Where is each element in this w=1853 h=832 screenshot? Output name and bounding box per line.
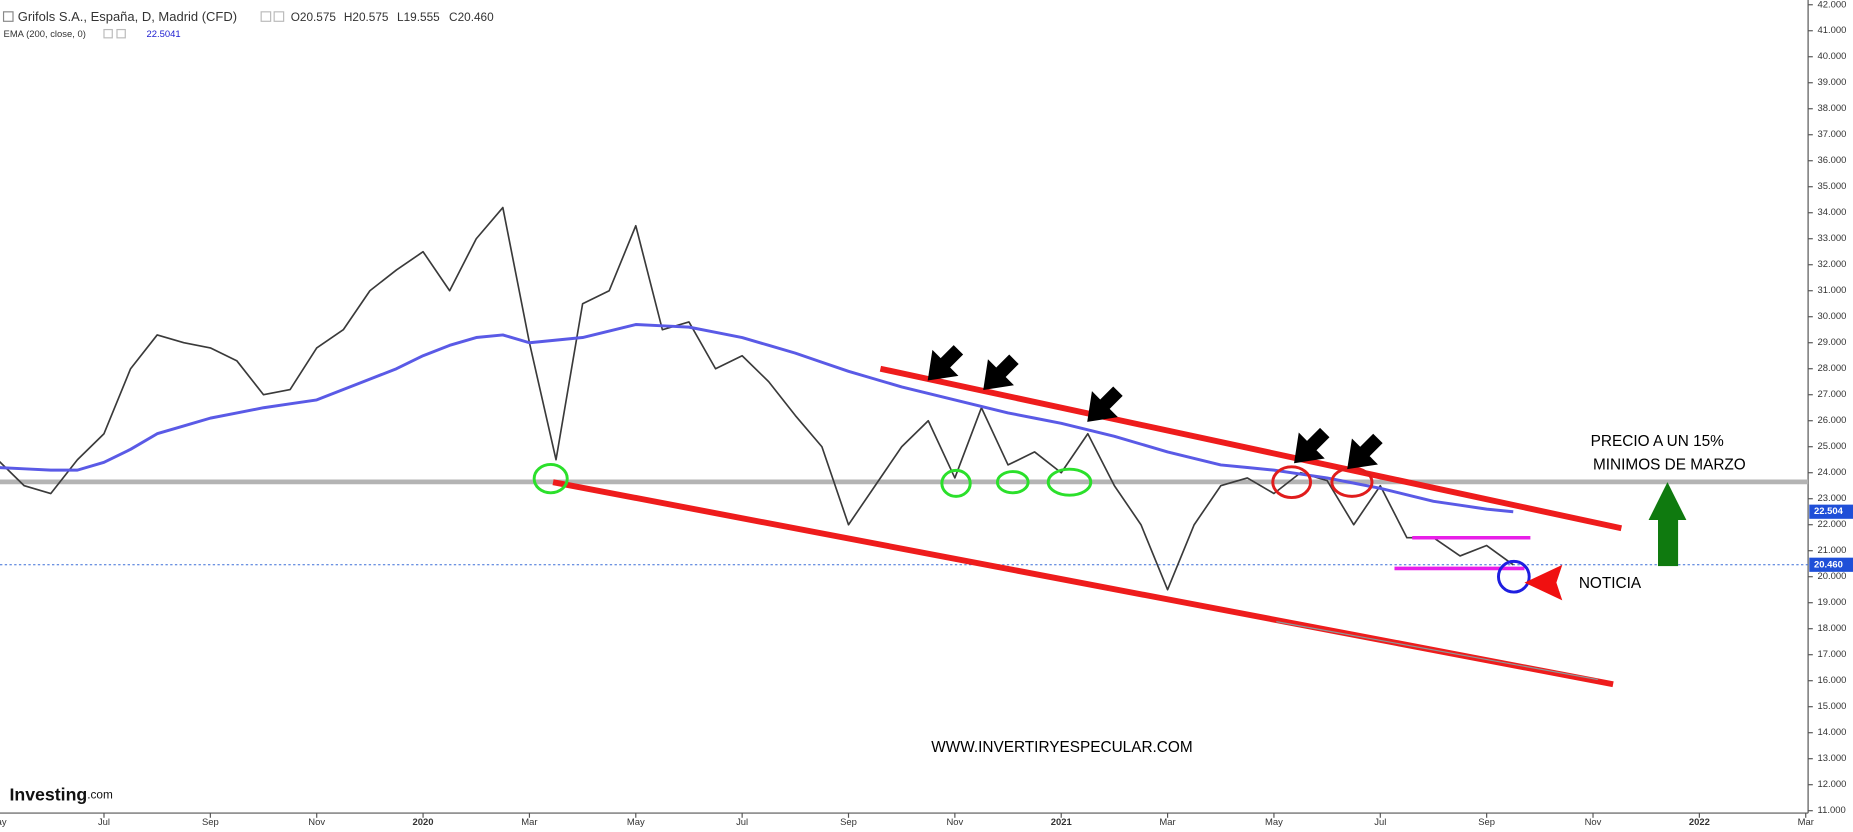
circle-marker	[995, 470, 1030, 495]
x-tick-label: Sep	[840, 817, 857, 828]
icon[interactable]	[273, 11, 285, 22]
circle-marker	[940, 468, 972, 498]
annotation: MINIMOS DE MARZO	[1593, 457, 1746, 474]
header: Grifols S.A., España, D, Madrid (CFD) O2…	[2, 9, 494, 40]
y-tick-label: 13.000	[1818, 753, 1847, 764]
y-tick-label: 16.000	[1818, 675, 1847, 686]
price-tag-box	[1809, 557, 1853, 572]
y-tick-label: 25.000	[1818, 441, 1847, 452]
series-line	[0, 323, 1514, 514]
y-tick-label: 30.000	[1818, 311, 1847, 322]
y-tick-label: 18.000	[1818, 623, 1847, 634]
brand-suffix: .com	[87, 787, 113, 801]
circle-marker	[532, 462, 569, 495]
circle-marker	[1496, 559, 1531, 594]
y-tick-label: 23.000	[1818, 493, 1847, 504]
icon[interactable]	[260, 11, 272, 22]
brand: Investing.com	[9, 784, 113, 804]
arrow	[927, 345, 964, 381]
y-tick-label: 40.000	[1818, 51, 1847, 62]
ohlc-close: C20.460	[449, 10, 494, 24]
y-tick-label: 21.000	[1818, 545, 1847, 556]
drawings: PRECIO A UN 15% MINIMOS DE MARZO NOTICIA…	[9, 345, 1746, 804]
y-tick-label: 41.000	[1818, 25, 1847, 36]
y-tick-label: 14.000	[1818, 727, 1847, 738]
circle-marker	[1046, 467, 1093, 497]
annotation: PRECIO A UN 15%	[1591, 433, 1725, 450]
y-tick-label: 29.000	[1818, 337, 1847, 348]
x-tick-label: Jul	[736, 817, 748, 828]
arrow	[1294, 427, 1330, 464]
chart-title: Grifols S.A., España, D, Madrid (CFD)	[18, 9, 237, 24]
indicator-label: EMA (200, close, 0)	[4, 29, 86, 40]
price-tag-box	[1809, 504, 1853, 519]
icon[interactable]	[103, 28, 113, 39]
arrow	[1347, 433, 1383, 470]
y-tick-label: 37.000	[1818, 129, 1847, 140]
arrow	[983, 354, 1019, 391]
y-tick-label: 31.000	[1818, 285, 1847, 296]
x-tick-label: Nov	[946, 817, 963, 828]
y-tick-label: 32.000	[1818, 259, 1847, 270]
ohlc-open: O20.575	[291, 10, 337, 24]
trend-line	[1276, 621, 1598, 681]
price-tag: 22.504	[1814, 506, 1844, 517]
y-tick-label: 33.000	[1818, 233, 1847, 244]
x-tick-label: Mar	[1159, 817, 1175, 828]
y-axis-area	[1808, 0, 1853, 832]
icon[interactable]	[116, 28, 126, 39]
collapse-icon[interactable]	[2, 11, 14, 22]
trend-line	[879, 365, 1622, 532]
x-tick-label: Jul	[1374, 817, 1386, 828]
y-tick-label: 12.000	[1818, 779, 1847, 790]
y-tick-label: 11.000	[1818, 805, 1846, 816]
watermark: WWW.INVERTIRYESPECULAR.COM	[931, 739, 1192, 756]
x-tick-label: Sep	[1478, 817, 1495, 828]
ohlc-low: L19.555	[397, 10, 440, 24]
x-tick-label: 2020	[413, 817, 434, 828]
x-tick-label: Nov	[308, 817, 325, 828]
x-tick-label: Jul	[98, 817, 110, 828]
arrow	[1524, 564, 1563, 601]
brand-name: Investing	[9, 784, 87, 804]
y-tick-label: 26.000	[1818, 415, 1847, 426]
y-tick-label: 19.000	[1818, 597, 1847, 608]
series-line	[0, 206, 1514, 591]
x-tick-label: May	[0, 817, 7, 828]
y-tick-label: 38.000	[1818, 103, 1847, 114]
y-tick-label: 36.000	[1818, 155, 1847, 166]
x-tick-label: 2021	[1051, 817, 1072, 828]
y-tick-label: 22.000	[1818, 519, 1847, 530]
price-tag: 20.460	[1814, 559, 1843, 570]
y-tick-label: 28.000	[1818, 363, 1847, 374]
x-tick-label: May	[627, 817, 645, 828]
y-tick-label: 39.000	[1818, 77, 1847, 88]
y-tick-label: 42.000	[1818, 0, 1847, 10]
y-tick-label: 20.000	[1818, 571, 1847, 582]
y-tick-label: 15.000	[1818, 701, 1847, 712]
y-tick-label: 24.000	[1818, 467, 1847, 478]
arrow	[1087, 386, 1123, 422]
ohlc-high: H20.575	[344, 10, 389, 24]
y-tick-label: 27.000	[1818, 389, 1847, 400]
x-tick-label: Mar	[1798, 817, 1814, 828]
y-tick-label: 17.000	[1818, 649, 1847, 660]
y-tick-label: 35.000	[1818, 181, 1847, 192]
x-tick-label: 2022	[1689, 817, 1710, 828]
x-tick-label: Sep	[202, 817, 219, 828]
annotation: NOTICIA	[1579, 575, 1642, 592]
circle-marker	[1271, 465, 1313, 500]
y-tick-label: 34.000	[1818, 207, 1847, 218]
arrow	[1648, 482, 1687, 567]
x-tick-label: Mar	[521, 817, 537, 828]
x-tick-label: May	[1265, 817, 1283, 828]
x-tick-label: Nov	[1585, 817, 1602, 828]
indicator-value: 22.5041	[147, 29, 181, 40]
